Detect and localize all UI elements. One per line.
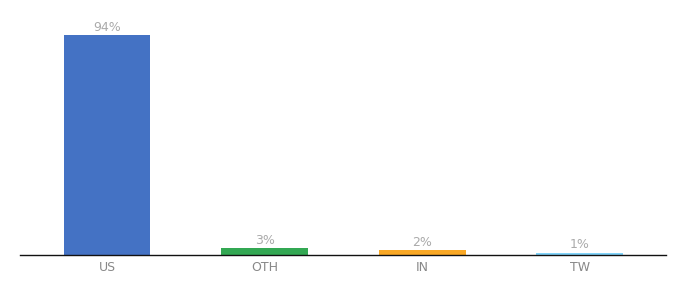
Bar [379, 250, 466, 255]
Text: 2%: 2% [412, 236, 432, 249]
Bar [221, 248, 308, 255]
Text: 94%: 94% [93, 21, 121, 34]
Text: 1%: 1% [570, 238, 590, 251]
Bar [537, 253, 623, 255]
Text: 3%: 3% [255, 234, 275, 247]
Bar [64, 35, 150, 255]
